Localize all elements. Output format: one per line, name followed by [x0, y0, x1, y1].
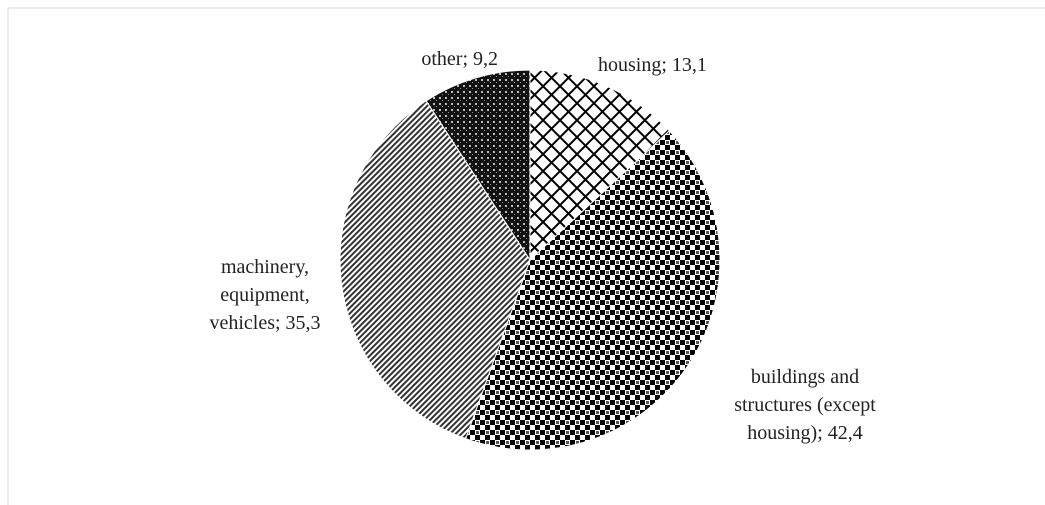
- pie-slice: [339, 100, 531, 440]
- pie-slice: [425, 69, 531, 262]
- pie: [339, 69, 721, 451]
- data-label: other; 9,2: [421, 48, 498, 70]
- data-label: buildings and structures (except housing);…: [734, 366, 876, 444]
- labels: housing; 13,1 buildings and structures (ex…: [209, 48, 876, 444]
- pie-slice: [464, 130, 721, 451]
- data-label: housing; 13,1: [598, 54, 707, 76]
- data-label: machinery, equipment, vehicles; 35,3: [209, 256, 320, 334]
- pie-slice: [529, 69, 671, 262]
